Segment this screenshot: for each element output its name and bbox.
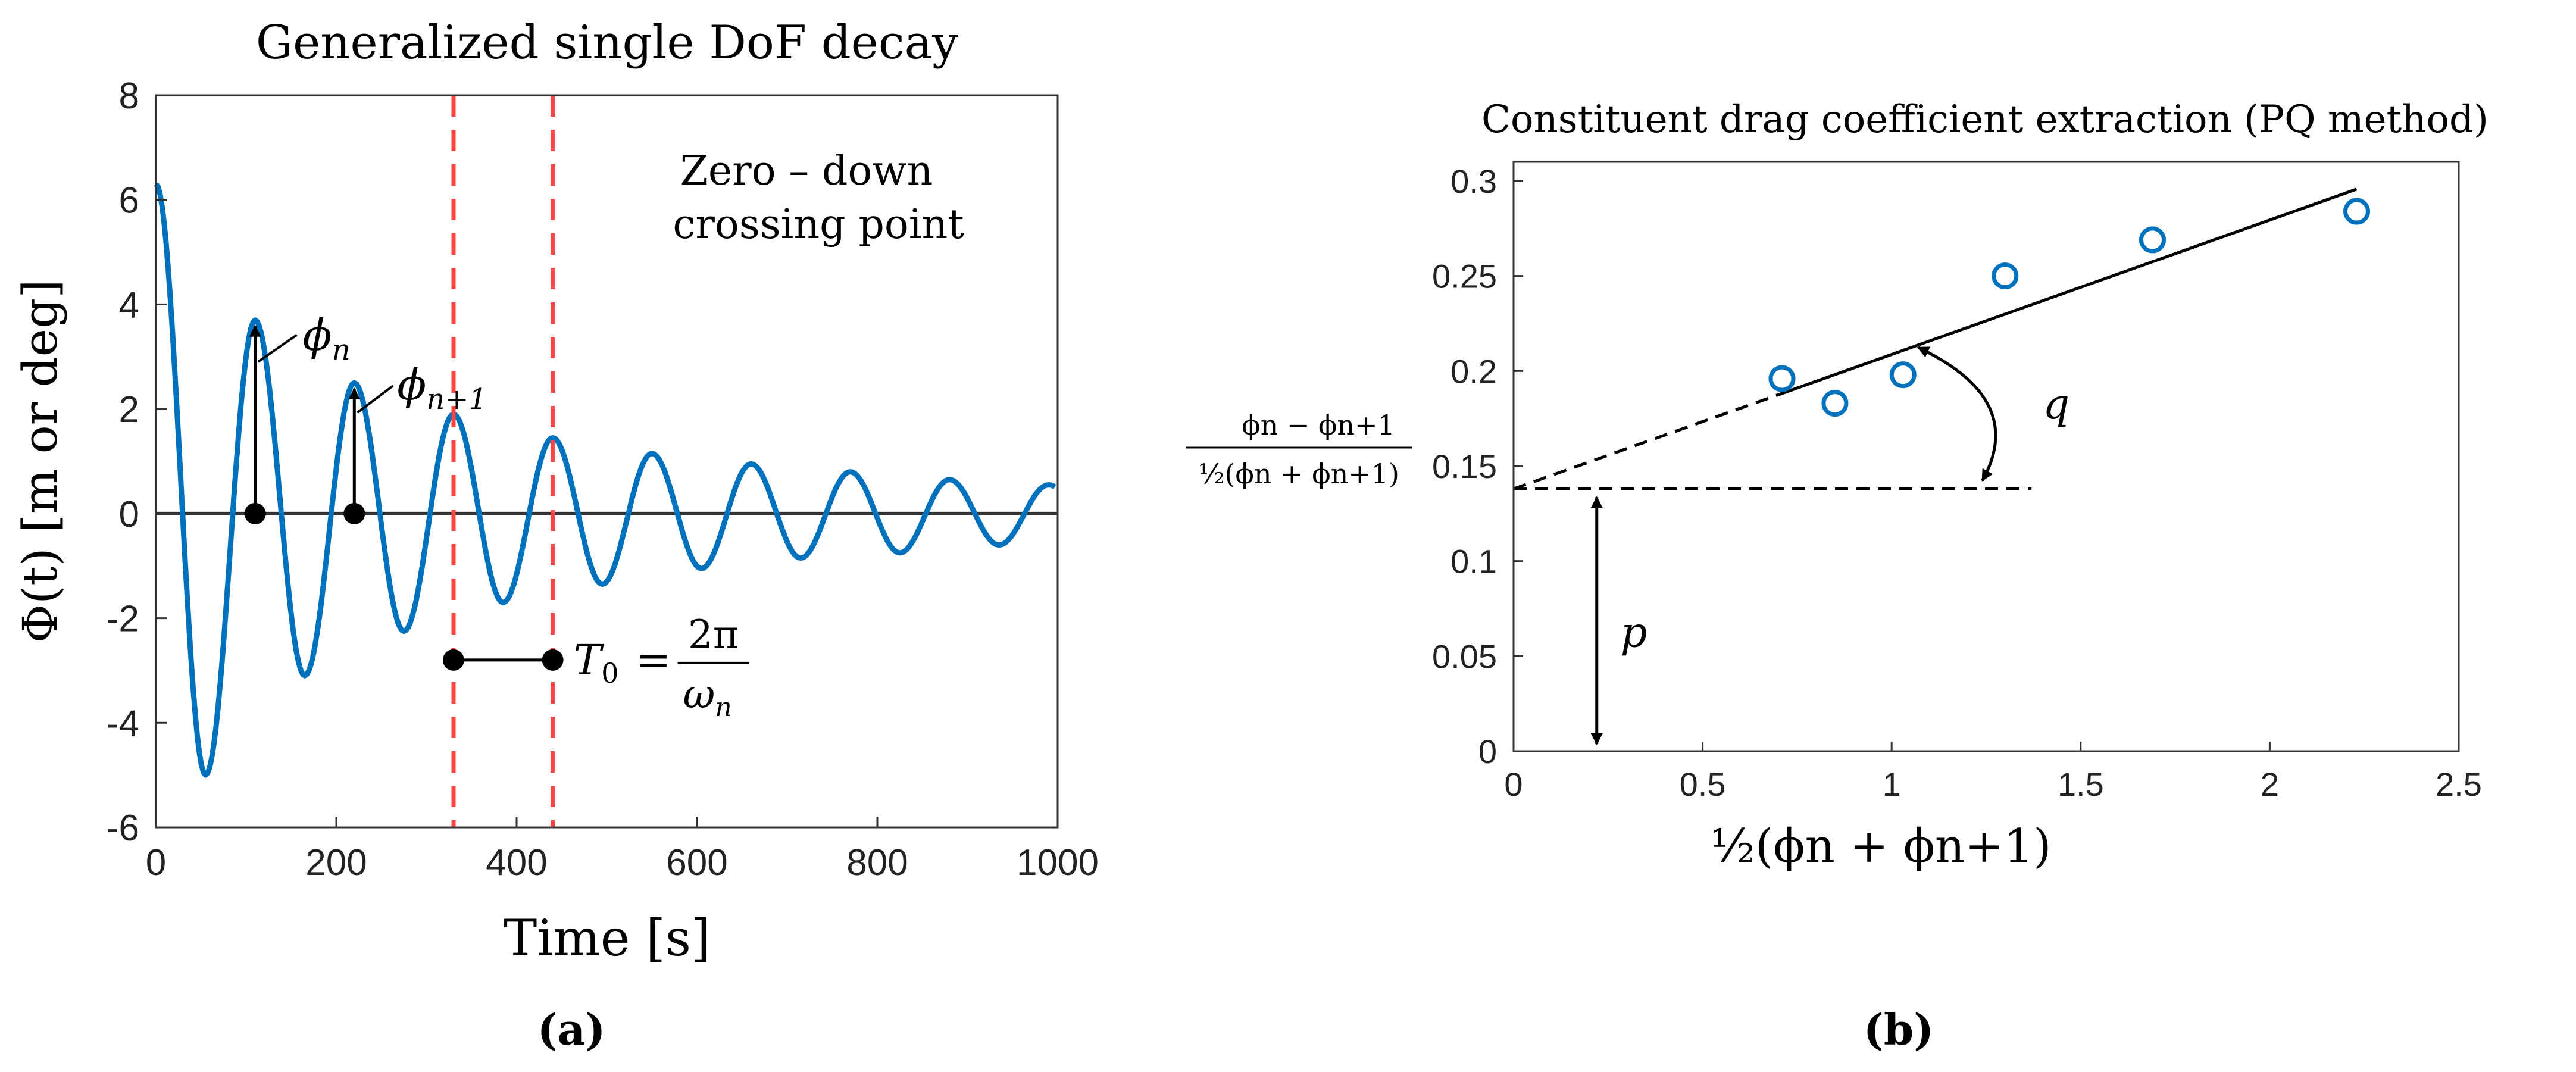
a-period-equals: = bbox=[636, 636, 671, 685]
panel-a-caption: (a) bbox=[537, 1004, 606, 1055]
a-period-numerator: 2π bbox=[688, 612, 739, 658]
b-y-tick-label-0: 0 bbox=[1478, 733, 1497, 770]
a-phi-n-leader bbox=[257, 334, 298, 363]
a-y-tick-label-4: 2 bbox=[119, 389, 139, 430]
b-data-point-5 bbox=[2343, 198, 2370, 225]
a-period-subscript: 0 bbox=[601, 657, 618, 689]
a-x-tick-label-1: 200 bbox=[305, 842, 367, 883]
a-y-tick-label-7: 8 bbox=[119, 76, 139, 117]
b-x-tick-label-5: 2.5 bbox=[2436, 765, 2482, 803]
b-x-tick-label-2: 1 bbox=[1883, 765, 1901, 803]
b-data-point-2 bbox=[1889, 361, 1917, 389]
a-x-tick-label-3: 600 bbox=[666, 842, 727, 883]
a-y-tick-label-0: -6 bbox=[107, 808, 139, 849]
a-phi-n1-label: ϕn+1 bbox=[397, 360, 487, 416]
panel-b-pq-chart: Constituent drag coefficient extraction … bbox=[1186, 98, 2489, 1055]
b-y-tick-label-3: 0.15 bbox=[1432, 448, 1497, 485]
a-phi-n1-subscript: n+1 bbox=[426, 383, 487, 416]
b-x-tick-label-1: 0.5 bbox=[1680, 765, 1726, 803]
b-data-point-4 bbox=[2139, 226, 2166, 254]
b-data-point-3 bbox=[1992, 262, 2019, 290]
a-period-label: T0 bbox=[574, 636, 619, 689]
b-y-tick-label-1: 0.05 bbox=[1432, 637, 1497, 675]
a-y-tick-label-2: -2 bbox=[107, 599, 139, 640]
b-data-point-0 bbox=[1768, 365, 1796, 392]
b-p-label: p bbox=[1621, 608, 1647, 657]
a-y-tick-label-3: 0 bbox=[119, 494, 139, 535]
a-y-tick-label-5: 4 bbox=[119, 285, 139, 326]
panel-b-title: Constituent drag coefficient extraction … bbox=[1481, 98, 2489, 142]
b-y-tick-label-6: 0.3 bbox=[1450, 162, 1497, 200]
b-x-tick-label-0: 0 bbox=[1504, 765, 1523, 803]
a-period-dot-start bbox=[442, 649, 464, 671]
a-period-denominator: ωn bbox=[683, 671, 732, 723]
panel-a-y-axis-label: Φ(t) [m or deg] bbox=[12, 280, 68, 643]
b-fit-line-dashed bbox=[1513, 393, 1779, 490]
b-q-arc-arrow bbox=[1917, 346, 1997, 482]
panel-b-caption: (b) bbox=[1864, 1004, 1934, 1055]
panel-b-y-label-denominator: ½(ϕn + ϕn+1) bbox=[1198, 458, 1399, 490]
b-x-tick-label-4: 2 bbox=[2261, 765, 2279, 803]
a-x-tick-label-4: 800 bbox=[846, 842, 908, 883]
panel-a-x-axis-label: Time [s] bbox=[504, 909, 711, 967]
a-zero-crossing-dot-1 bbox=[343, 502, 365, 524]
a-decay-curve bbox=[154, 182, 1056, 778]
b-q-label: q bbox=[2043, 380, 2069, 429]
a-zero-crossing-dot-0 bbox=[244, 502, 266, 524]
b-x-tick-label-3: 1.5 bbox=[2058, 765, 2104, 803]
a-phi-n-label: ϕn bbox=[303, 310, 351, 367]
panel-b-y-label-numerator: ϕn − ϕn+1 bbox=[1242, 409, 1395, 441]
a-period-dot-end bbox=[542, 649, 564, 671]
b-fit-line-solid bbox=[1777, 187, 2358, 396]
a-phi-n-subscript: n bbox=[332, 333, 351, 367]
a-x-tick-label-2: 400 bbox=[486, 842, 547, 883]
panel-a-title: Generalized single DoF decay bbox=[256, 16, 958, 70]
a-y-tick-label-1: -4 bbox=[107, 703, 139, 744]
panel-b-x-axis-label: ½(ϕn + ϕn+1) bbox=[1710, 820, 2051, 873]
b-y-tick-label-5: 0.25 bbox=[1432, 258, 1497, 295]
b-y-tick-label-2: 0.1 bbox=[1450, 543, 1497, 580]
a-period-denominator-subscript: n bbox=[715, 692, 731, 723]
panel-b-axes-frame bbox=[1512, 161, 2460, 752]
a-x-tick-label-0: 0 bbox=[146, 842, 166, 883]
a-y-tick-label-6: 6 bbox=[119, 180, 139, 221]
panel-a-axes-frame bbox=[155, 94, 1059, 829]
panel-a-annotation-line2: crossing point bbox=[673, 201, 964, 248]
panel-a-annotation-line1: Zero – down bbox=[680, 148, 933, 195]
a-x-tick-label-5: 1000 bbox=[1017, 842, 1099, 883]
panel-a-decay-chart: Generalized single DoF decay ϕn ϕn+1 T0 = 2π… bbox=[12, 16, 1099, 1055]
b-data-point-1 bbox=[1821, 390, 1849, 417]
b-y-tick-label-4: 0.2 bbox=[1450, 352, 1497, 390]
a-phi-n1-leader bbox=[357, 385, 394, 414]
